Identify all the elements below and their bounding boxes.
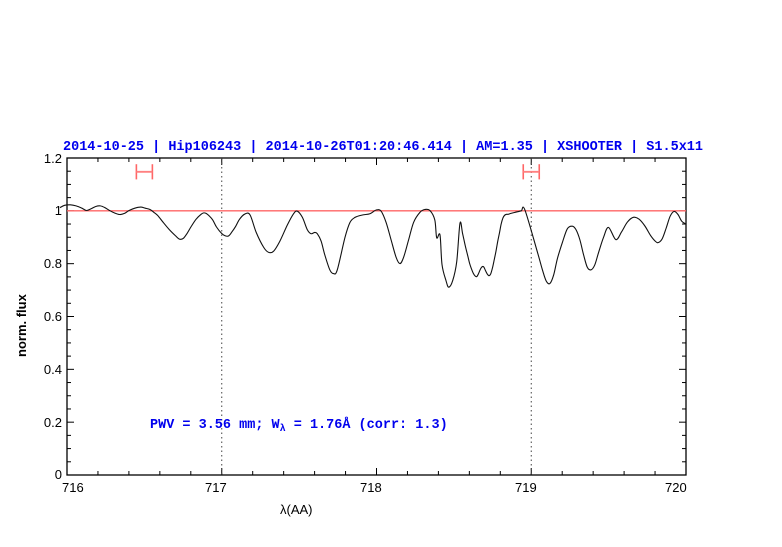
svg-text:2014-10-25 | Hip106243 | 2014-: 2014-10-25 | Hip106243 | 2014-10-26T01:2…	[63, 140, 703, 155]
